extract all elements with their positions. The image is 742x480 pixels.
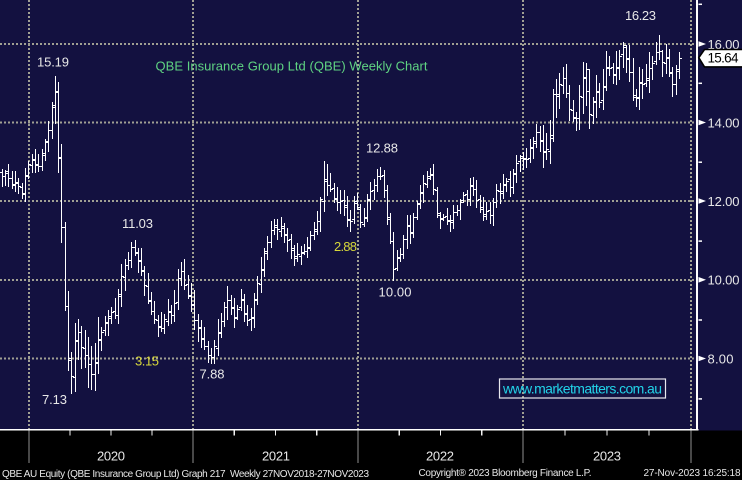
svg-text:2.88: 2.88	[334, 239, 357, 254]
svg-text:16.00: 16.00	[708, 37, 740, 52]
svg-text:12.88: 12.88	[366, 141, 398, 156]
svg-text:2021: 2021	[262, 449, 290, 464]
svg-text:7.13: 7.13	[42, 392, 67, 407]
svg-text:www.marketmatters.com.au: www.marketmatters.com.au	[502, 381, 662, 397]
svg-text:10.00: 10.00	[708, 273, 740, 288]
svg-text:10.00: 10.00	[379, 285, 412, 300]
svg-text:8.00: 8.00	[708, 351, 734, 366]
svg-text:12.00: 12.00	[708, 194, 740, 209]
svg-text:16.23: 16.23	[625, 8, 656, 23]
svg-text:11.03: 11.03	[122, 216, 153, 231]
svg-text:3.15: 3.15	[135, 354, 159, 369]
svg-text:14.00: 14.00	[708, 115, 740, 130]
svg-text:2022: 2022	[426, 449, 454, 464]
svg-text:15.64: 15.64	[708, 51, 739, 66]
svg-text:QBE Insurance Group Ltd (QBE): QBE Insurance Group Ltd (QBE) Weekly Cha…	[156, 59, 428, 74]
svg-text:27-Nov-2023 16:25:18: 27-Nov-2023 16:25:18	[644, 468, 741, 479]
svg-text:2020: 2020	[97, 449, 125, 464]
svg-text:2023: 2023	[593, 449, 621, 464]
svg-text:QBE AU Equity (QBE Insurance G: QBE AU Equity (QBE Insurance Group Ltd) …	[2, 469, 369, 480]
svg-text:7.88: 7.88	[200, 366, 225, 381]
svg-text:Copyright® 2023 Bloomberg Fina: Copyright® 2023 Bloomberg Finance L.P.	[419, 468, 592, 479]
svg-text:15.19: 15.19	[37, 55, 69, 70]
